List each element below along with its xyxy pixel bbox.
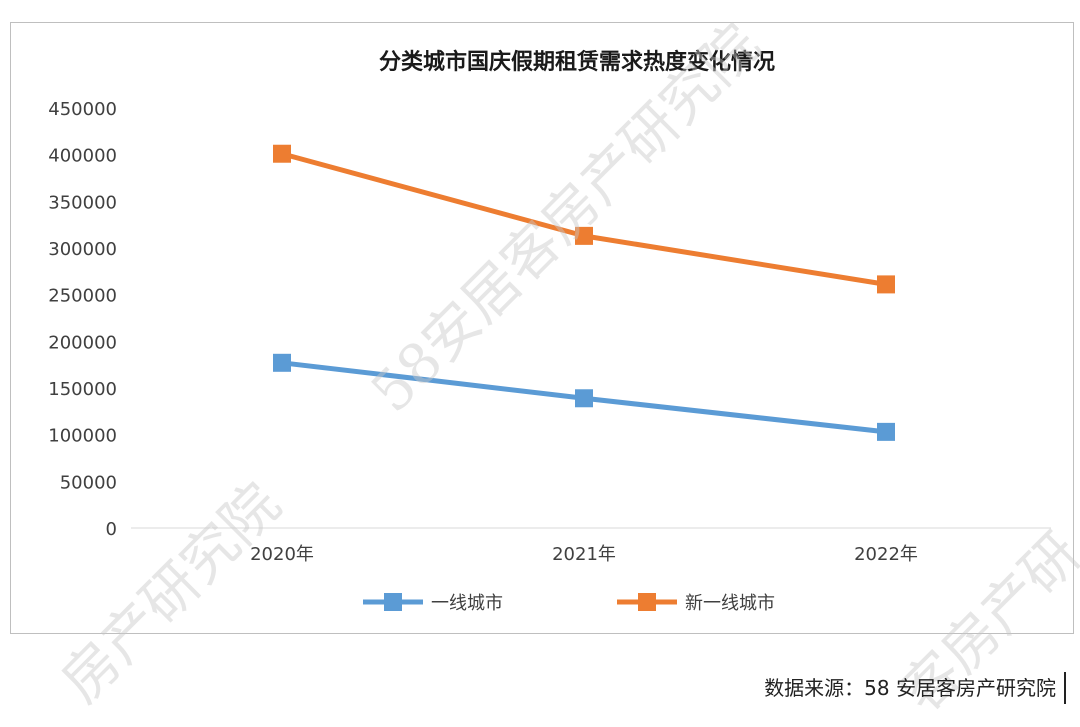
data-point-marker xyxy=(877,275,895,294)
x-axis-tick-labels: 2020年 2021年 2022年 xyxy=(250,544,918,565)
data-point-marker xyxy=(575,226,593,245)
y-tick-label: 300000 xyxy=(48,239,117,260)
legend-marker xyxy=(638,593,656,611)
y-tick-label: 0 xyxy=(106,519,117,540)
source-note: 数据来源：58 安居客房产研究院 xyxy=(764,672,1066,704)
y-tick-label: 450000 xyxy=(48,99,117,120)
legend-label: 新一线城市 xyxy=(685,593,775,614)
chart-title: 分类城市国庆假期租赁需求热度变化情况 xyxy=(379,49,775,75)
legend-label: 一线城市 xyxy=(431,593,503,614)
y-tick-label: 100000 xyxy=(48,426,117,447)
y-tick-label: 400000 xyxy=(48,146,117,167)
data-point-marker xyxy=(273,144,291,163)
x-tick-label: 2021年 xyxy=(552,544,616,565)
y-tick-label: 150000 xyxy=(48,379,117,400)
x-tick-label: 2020年 xyxy=(250,544,314,565)
line-chart: 分类城市国庆假期租赁需求热度变化情况 0 50000 100000 150000 200… xyxy=(48,49,1051,614)
y-tick-label: 350000 xyxy=(48,192,117,213)
x-tick-label: 2022年 xyxy=(854,544,918,565)
y-tick-label: 200000 xyxy=(48,332,117,353)
legend-marker xyxy=(384,593,402,611)
series-line xyxy=(281,151,887,287)
y-axis-tick-labels: 0 50000 100000 150000 200000 250000 300000 3500… xyxy=(48,99,117,540)
data-point-marker xyxy=(575,389,593,408)
legend: 一线城市 新一线城市 xyxy=(363,593,775,614)
chart-frame: 分类城市国庆假期租赁需求热度变化情况 0 50000 100000 150000 200… xyxy=(10,22,1074,634)
y-tick-label: 250000 xyxy=(48,286,117,307)
series-lines xyxy=(273,144,895,441)
y-tick-label: 50000 xyxy=(60,472,117,493)
data-point-marker xyxy=(273,353,291,372)
data-point-marker xyxy=(877,422,895,441)
